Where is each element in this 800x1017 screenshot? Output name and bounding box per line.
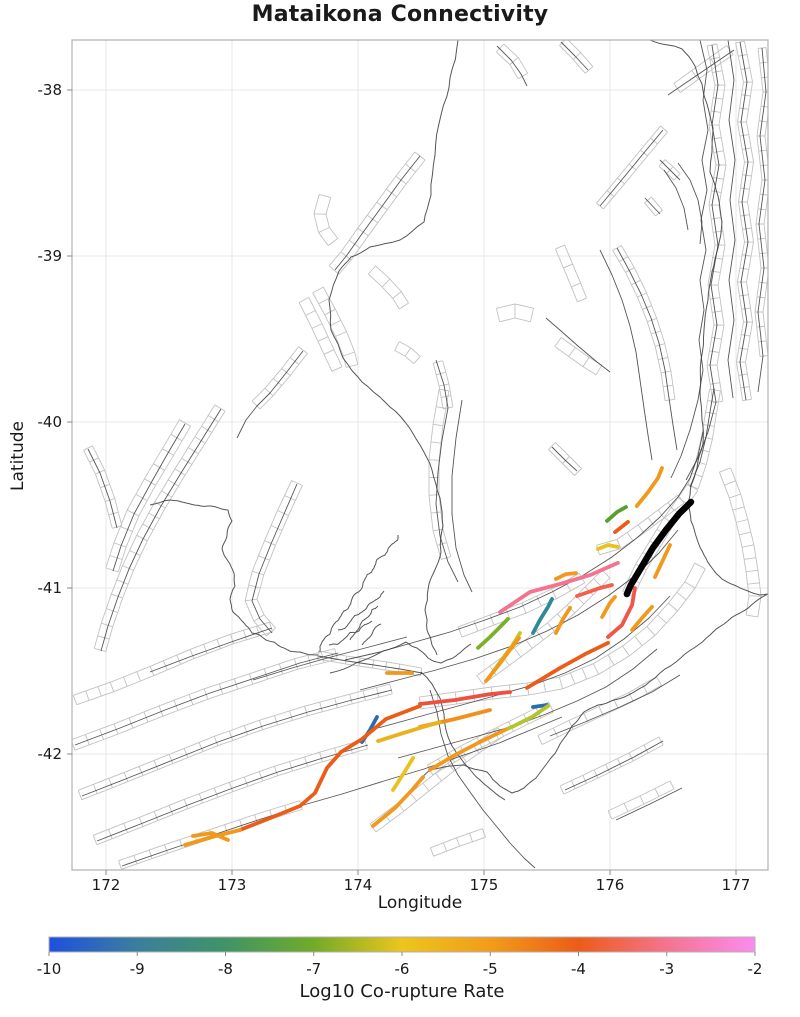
- svg-text:-6: -6: [395, 960, 410, 978]
- svg-text:-5: -5: [483, 960, 498, 978]
- svg-text:-9: -9: [130, 960, 145, 978]
- axis-ticks: 172 173 174 175 176 177 -38 -39 -40 -41 -42: [38, 81, 751, 894]
- svg-text:-4: -4: [571, 960, 586, 978]
- colorbar: -10 -9 -8 -7 -6 -5 -4 -3 -2: [37, 936, 763, 978]
- y-axis-label: Latitude: [8, 421, 28, 491]
- svg-text:172: 172: [92, 876, 121, 894]
- svg-text:177: 177: [722, 876, 751, 894]
- coastlines: [149, 40, 768, 801]
- gridlines: [72, 40, 768, 870]
- svg-text:174: 174: [344, 876, 373, 894]
- target-fault-mataikona: [623, 498, 695, 598]
- svg-text:-8: -8: [218, 960, 233, 978]
- corupture-rate-segments: [183, 466, 672, 847]
- svg-text:-39: -39: [38, 247, 63, 265]
- svg-text:-10: -10: [37, 960, 62, 978]
- svg-text:-40: -40: [38, 413, 63, 431]
- svg-text:-3: -3: [659, 960, 674, 978]
- colorbar-label: Log10 Co-rupture Rate: [299, 981, 505, 1002]
- svg-text:-38: -38: [38, 81, 63, 99]
- svg-text:-42: -42: [38, 745, 63, 763]
- x-axis-label: Longitude: [377, 893, 463, 913]
- fault-surface-polygons: [72, 40, 768, 870]
- svg-text:175: 175: [470, 876, 499, 894]
- plot-border: [71, 39, 769, 871]
- svg-text:-7: -7: [306, 960, 321, 978]
- svg-text:-41: -41: [38, 579, 63, 597]
- plot-title: Mataikona Connectivity: [251, 2, 549, 27]
- svg-text:173: 173: [218, 876, 247, 894]
- svg-text:176: 176: [596, 876, 625, 894]
- svg-text:-2: -2: [748, 960, 763, 978]
